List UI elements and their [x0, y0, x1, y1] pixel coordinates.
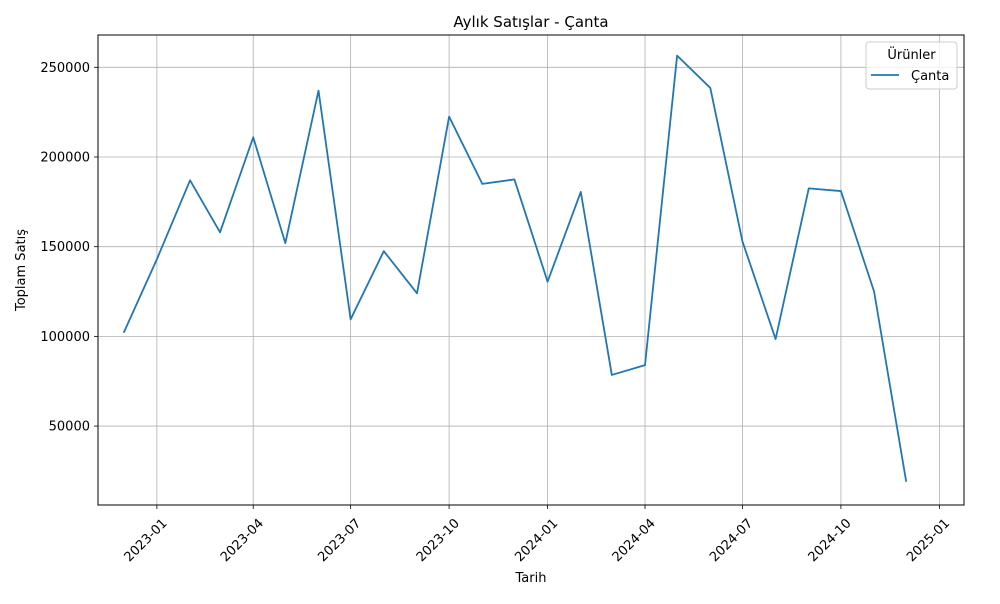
- x-tick-label: 2023-04: [218, 516, 267, 565]
- data-point: [481, 183, 483, 185]
- data-point: [580, 191, 582, 193]
- data-point: [156, 258, 158, 260]
- x-tick-label: 2023-10: [414, 516, 463, 565]
- x-tick-label: 2024-04: [610, 516, 659, 565]
- data-point: [611, 374, 613, 376]
- x-axis-ticks: 2023-01 2023-04 2023-07 2023-10 2024-01 2024-…: [122, 505, 953, 565]
- x-tick-label: 2023-01: [122, 516, 171, 565]
- data-point: [775, 338, 777, 340]
- data-point: [189, 179, 191, 181]
- y-tick-label: 50000: [49, 420, 90, 435]
- data-point: [252, 136, 254, 138]
- data-point: [416, 292, 418, 294]
- data-point: [219, 231, 221, 233]
- data-point: [840, 190, 842, 192]
- y-tick-label: 200000: [40, 150, 90, 165]
- y-axis-label: Toplam Satış: [14, 229, 29, 312]
- data-point: [808, 187, 810, 189]
- data-point: [547, 281, 549, 283]
- x-tick-label: 2025-01: [904, 516, 953, 565]
- plot-area-frame: [97, 34, 965, 506]
- data-point: [676, 55, 678, 57]
- legend: Ürünler Çanta: [865, 41, 958, 90]
- legend-title: Ürünler: [887, 46, 936, 63]
- x-tick-label: 2024-01: [512, 516, 561, 565]
- data-point: [318, 90, 320, 92]
- x-axis-label: Tarih: [515, 571, 547, 586]
- data-point: [644, 364, 646, 366]
- y-axis-ticks: 50000 100000 150000 200000 250000: [40, 61, 98, 435]
- series-line: [122, 54, 908, 482]
- legend-entry: Çanta: [911, 69, 949, 84]
- y-tick-label: 150000: [40, 240, 90, 255]
- y-tick-label: 250000: [40, 61, 90, 76]
- series-layer: [122, 54, 908, 483]
- data-point: [873, 291, 875, 293]
- data-point: [741, 240, 743, 242]
- data-point: [709, 87, 711, 89]
- x-tick-label: 2024-10: [806, 516, 855, 565]
- y-tick-label: 100000: [40, 330, 90, 345]
- x-tick-label: 2023-07: [315, 516, 364, 565]
- data-point: [123, 332, 125, 334]
- grid-layer: [98, 35, 964, 505]
- data-point: [383, 250, 385, 252]
- data-point: [350, 318, 352, 320]
- data-point: [448, 116, 450, 118]
- legend-box: [865, 41, 958, 90]
- data-point: [284, 242, 286, 244]
- chart-title: Aylık Satışlar - Çanta: [453, 13, 608, 31]
- data-point: [905, 481, 907, 483]
- data-point: [513, 178, 515, 180]
- x-tick-label: 2024-07: [707, 516, 756, 565]
